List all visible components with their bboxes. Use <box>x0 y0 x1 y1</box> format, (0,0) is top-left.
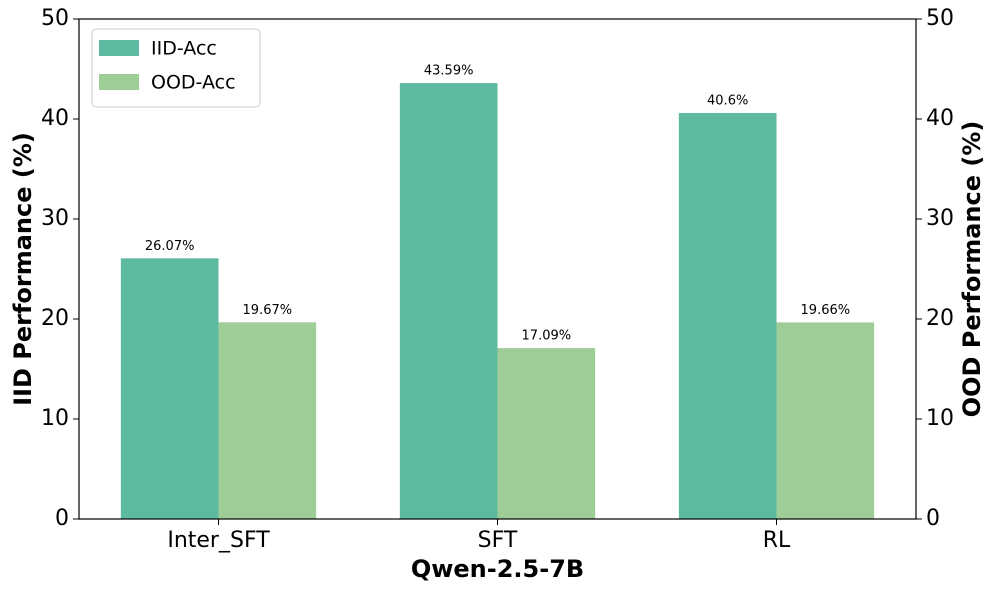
legend-swatch <box>99 40 139 56</box>
y-tick-label: 40 <box>41 106 69 131</box>
data-label: 43.59% <box>424 64 474 79</box>
legend-swatch <box>99 74 139 90</box>
y-axis-label: IID Performance (%) <box>9 132 37 406</box>
data-label: 26.07% <box>145 239 195 254</box>
bar <box>497 348 596 519</box>
plot-frame <box>78 18 917 520</box>
data-label: 40.6% <box>707 94 748 109</box>
y2-tick-label: 0 <box>926 506 940 531</box>
data-label: 19.67% <box>243 303 293 318</box>
x-axis-label: Qwen-2.5-7B <box>411 555 584 583</box>
bar <box>399 83 498 519</box>
legend-label: OOD-Acc <box>151 72 236 94</box>
data-label: 19.66% <box>801 303 851 318</box>
y-tick-label: 10 <box>41 406 69 431</box>
y2-tick-label: 30 <box>926 206 954 231</box>
y2-tick-label: 50 <box>926 6 954 31</box>
y-tick-label: 50 <box>41 6 69 31</box>
data-label: 17.09% <box>522 329 572 344</box>
bar <box>776 322 875 519</box>
y2-axis-label: OOD Performance (%) <box>958 121 986 418</box>
y2-tick-label: 10 <box>926 406 954 431</box>
bar <box>120 258 219 519</box>
bar <box>218 322 317 519</box>
legend-label: IID-Acc <box>151 38 217 60</box>
y2-tick-label: 20 <box>926 306 954 331</box>
x-tick-label: RL <box>763 528 791 553</box>
bar <box>678 113 777 519</box>
y-tick-label: 30 <box>41 206 69 231</box>
y2-tick-label: 40 <box>926 106 954 131</box>
y-tick-label: 20 <box>41 306 69 331</box>
x-tick-label: Inter_SFT <box>167 528 270 553</box>
y-tick-label: 0 <box>55 506 69 531</box>
x-tick-label: SFT <box>478 528 518 553</box>
